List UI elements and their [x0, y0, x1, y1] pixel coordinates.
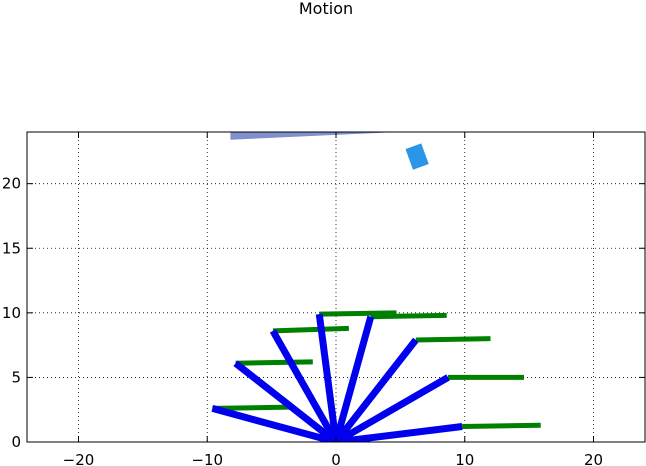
x-tick-label: 0	[331, 451, 341, 466]
y-tick-label: 10	[2, 304, 21, 322]
green-link	[415, 336, 491, 343]
y-tick-label: 15	[2, 239, 21, 257]
plot-frame	[26, 131, 646, 443]
blue-link	[315, 313, 340, 442]
axis-ticks: −20 −10 0 10 20 0 5 10 15 20	[2, 132, 645, 466]
y-tick-label: 5	[11, 368, 21, 386]
blue-link	[211, 405, 337, 442]
plot-area	[211, 132, 541, 442]
target-block	[405, 143, 429, 170]
blue-link	[333, 337, 419, 442]
x-tick-label: −20	[63, 451, 95, 466]
blue-link	[269, 329, 340, 442]
y-tick-label: 20	[2, 175, 21, 193]
x-tick-label: 10	[455, 451, 474, 466]
green-link	[370, 312, 447, 320]
green-link	[212, 404, 290, 411]
blue-link	[233, 360, 339, 442]
green-link	[319, 310, 397, 317]
blue-link	[334, 374, 450, 442]
obstacle-shape	[230, 132, 398, 140]
chart-title: Motion	[299, 0, 353, 18]
x-tick-label: 20	[584, 451, 603, 466]
y-tick-label: 0	[11, 433, 21, 451]
blue-link	[332, 315, 375, 442]
green-link	[235, 359, 313, 366]
blue-link	[335, 423, 463, 442]
x-tick-label: −10	[191, 451, 223, 466]
green-link	[462, 422, 541, 429]
green-link	[272, 325, 349, 334]
grid	[27, 132, 645, 443]
